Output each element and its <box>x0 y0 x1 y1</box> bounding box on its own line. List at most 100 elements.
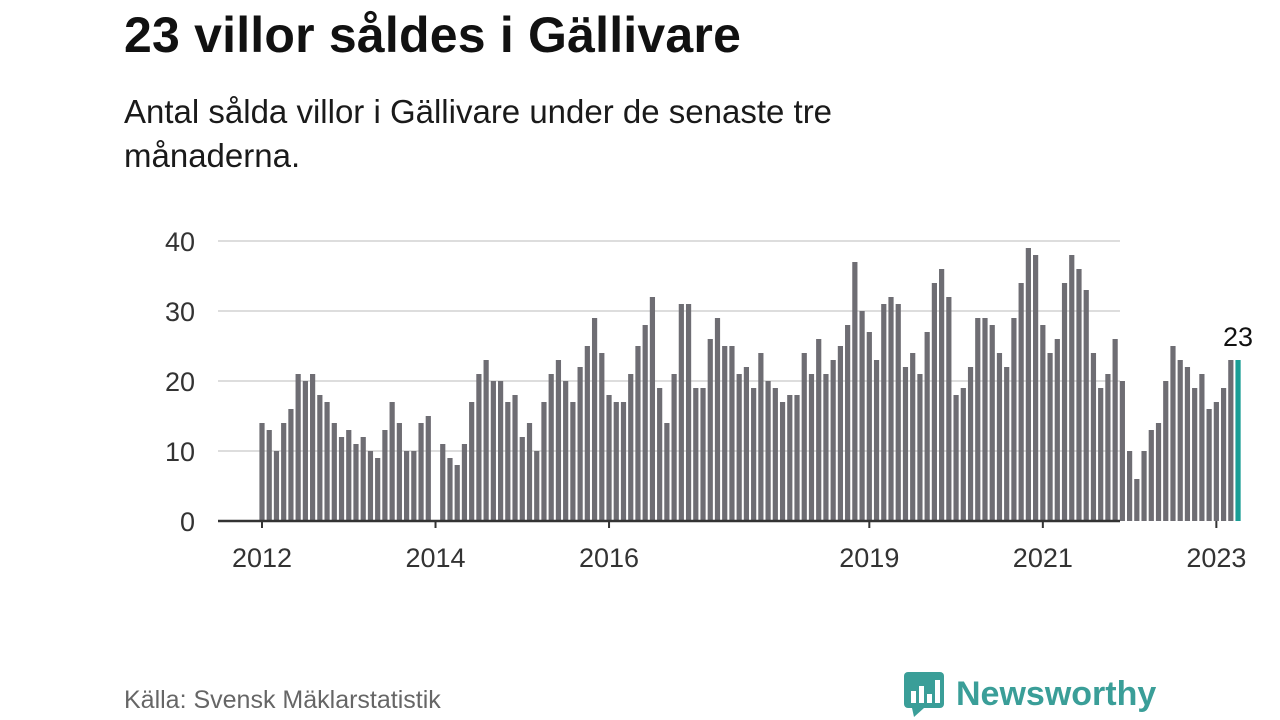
bar <box>845 325 851 521</box>
bar <box>1047 353 1053 521</box>
bar <box>635 346 641 521</box>
bar <box>360 437 366 521</box>
y-tick-label: 30 <box>165 297 195 327</box>
bar <box>295 374 301 521</box>
bar <box>273 451 280 521</box>
bar <box>881 304 887 521</box>
chart-title: 23 villor såldes i Gällivare <box>124 7 742 63</box>
bar <box>1033 255 1039 521</box>
bar <box>1213 402 1219 521</box>
newsworthy-logo[interactable]: Newsworthy <box>902 670 1156 718</box>
bar <box>418 423 424 521</box>
bar <box>288 409 294 521</box>
bar <box>657 388 663 521</box>
bar <box>497 381 504 521</box>
bar <box>266 430 272 521</box>
bar <box>302 381 308 521</box>
bar <box>751 388 757 521</box>
bar <box>902 367 909 521</box>
bar <box>895 304 901 521</box>
bar <box>1025 248 1031 521</box>
bar <box>469 402 475 521</box>
bar <box>483 360 489 521</box>
bar <box>461 444 468 521</box>
bar <box>765 381 771 521</box>
bar <box>584 346 590 521</box>
brand-name: Newsworthy <box>956 674 1157 713</box>
bar <box>1206 409 1212 521</box>
bar <box>678 304 684 521</box>
bar <box>1148 430 1154 521</box>
bar <box>772 388 778 521</box>
bar <box>852 262 858 521</box>
bar <box>440 444 446 521</box>
bar <box>1061 283 1068 521</box>
bar <box>714 318 721 521</box>
bar <box>606 395 612 521</box>
bar <box>960 388 966 521</box>
bar <box>736 374 742 521</box>
bar <box>620 402 627 521</box>
x-axis <box>218 519 1218 528</box>
x-tick-label: 2021 <box>1013 543 1073 573</box>
x-tick-label: 2014 <box>405 543 465 573</box>
bar <box>866 332 872 521</box>
x-tick-label: 2019 <box>839 543 899 573</box>
bar <box>917 374 923 521</box>
bar <box>613 402 619 521</box>
bar <box>830 360 836 521</box>
bar <box>331 423 337 521</box>
bar <box>1134 479 1140 521</box>
bar <box>982 318 988 521</box>
bar <box>743 367 750 521</box>
bar <box>685 304 692 521</box>
bar <box>823 374 829 521</box>
bar <box>910 353 916 521</box>
bar <box>310 374 316 521</box>
bar <box>671 374 677 521</box>
bar <box>1040 325 1046 521</box>
bar <box>664 423 670 521</box>
bar <box>700 388 706 521</box>
x-tick-label: 2012 <box>232 543 292 573</box>
bar <box>794 395 800 521</box>
bar <box>382 430 388 521</box>
bar <box>924 332 930 521</box>
bar <box>693 388 699 521</box>
bar <box>555 360 562 521</box>
bar <box>324 402 330 521</box>
bar <box>873 360 880 521</box>
bar <box>1184 367 1191 521</box>
y-axis-labels: 0 10 20 30 40 <box>165 227 195 537</box>
bar <box>729 346 735 521</box>
y-tick-label: 40 <box>165 227 195 257</box>
bar <box>1083 290 1089 521</box>
bar <box>707 339 713 521</box>
bar <box>1069 255 1075 521</box>
bar <box>519 437 525 521</box>
bar <box>454 465 460 521</box>
bar <box>1098 388 1104 521</box>
bar <box>1076 269 1082 521</box>
bars <box>259 248 1241 521</box>
bar <box>946 297 952 521</box>
bar <box>1163 381 1169 521</box>
bar <box>259 423 265 521</box>
bar-chart-speech-bubble-icon <box>904 672 944 717</box>
bar <box>541 402 547 521</box>
bar <box>931 283 937 521</box>
bar <box>1177 360 1183 521</box>
bar-highlight <box>1235 360 1241 521</box>
bar <box>787 395 793 521</box>
bar <box>599 353 605 521</box>
bar <box>837 346 843 521</box>
bar <box>1090 353 1097 521</box>
bar <box>1141 451 1147 521</box>
bar <box>591 318 598 521</box>
bar <box>534 451 540 521</box>
bar <box>1155 423 1162 521</box>
bar <box>1112 339 1118 521</box>
bar <box>447 458 453 521</box>
bar <box>967 367 974 521</box>
